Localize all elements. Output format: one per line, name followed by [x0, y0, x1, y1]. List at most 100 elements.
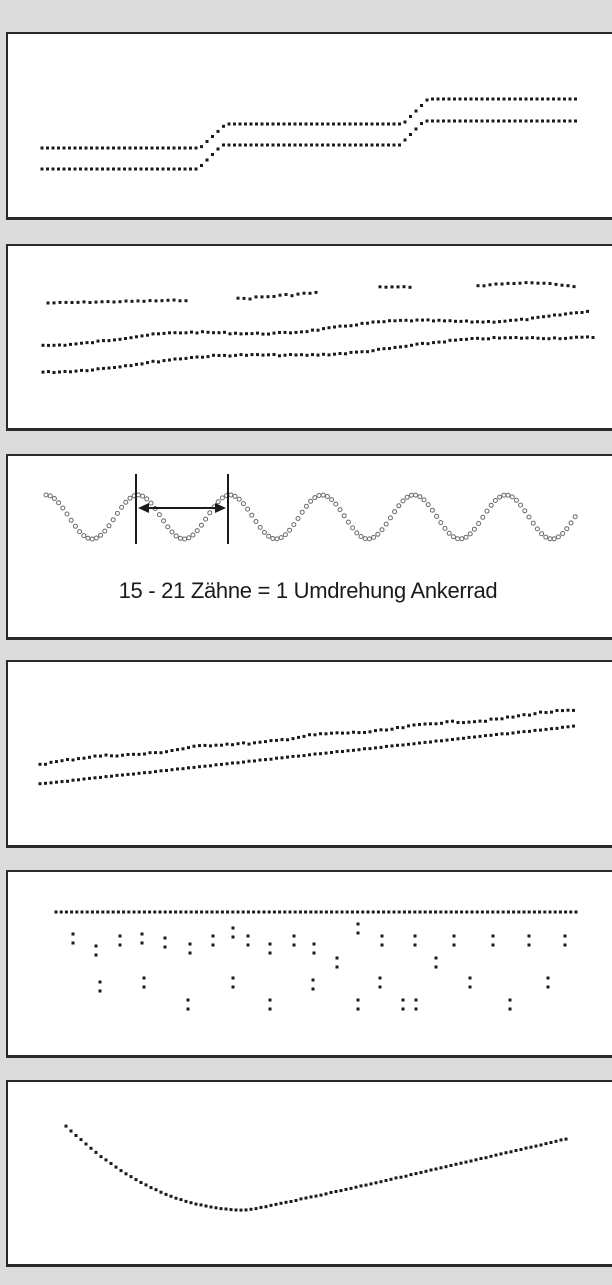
segment-trace-dot — [178, 299, 182, 303]
curve-trace-dot — [119, 1169, 123, 1173]
wavy-trace-dot — [91, 341, 94, 345]
baseline-trace-dot — [184, 910, 188, 914]
baseline-trace-dot — [194, 910, 198, 914]
scatter-mark — [468, 985, 472, 989]
wavy-trace-dot — [135, 335, 138, 339]
lower-trace-dot — [200, 164, 203, 167]
curve-trace-dot — [169, 1194, 173, 1198]
scatter-mark — [268, 951, 272, 955]
baseline-trace-dot — [236, 910, 240, 914]
curve-trace-dot — [369, 1182, 373, 1186]
wavy-trace-dot — [168, 358, 171, 362]
segment-trace-dot — [70, 301, 74, 304]
upper-trace-dot — [233, 122, 236, 126]
wavy-trace-dot — [558, 313, 562, 317]
rising-trace-dot — [77, 778, 80, 782]
sine-trace-dot — [551, 536, 557, 542]
scatter-mark — [231, 926, 235, 930]
upper-trace-dot — [101, 146, 104, 150]
rising-trace-dot — [110, 754, 113, 758]
sine-trace-dot — [47, 493, 53, 499]
segment-trace-dot — [242, 296, 246, 300]
sine-trace-dot — [287, 527, 293, 533]
sine-trace-dot — [400, 498, 406, 504]
rising-trace-dot — [236, 761, 240, 765]
curve-trace-dot — [454, 1162, 458, 1166]
lower-trace-dot — [420, 122, 423, 125]
segment-trace-dot — [46, 301, 50, 305]
wavy-trace-dot — [377, 320, 380, 324]
scatter-mark — [186, 1007, 190, 1011]
rising-trace-dot — [181, 747, 185, 751]
curve-trace-dot — [149, 1186, 153, 1190]
wavy-trace-dot — [465, 337, 468, 341]
lower-trace-dot — [387, 143, 390, 147]
scatter-mark — [401, 1007, 405, 1011]
segment-trace-dot — [512, 282, 516, 285]
curve-trace-dot — [309, 1195, 313, 1199]
sine-trace-dot — [434, 513, 440, 519]
curve-trace-dot — [314, 1194, 318, 1198]
lower-trace-dot — [172, 167, 176, 171]
scatter-mark — [563, 943, 567, 947]
lower-trace-dot — [277, 143, 280, 147]
wavy-trace-dot — [520, 317, 523, 321]
sine-trace-dot — [530, 520, 536, 526]
scatter-mark — [563, 934, 567, 938]
rising-trace-dot — [115, 773, 119, 777]
rising-trace-dot — [341, 731, 344, 735]
rising-trace-dot — [143, 771, 146, 775]
wavy-trace-dot — [300, 330, 303, 334]
wavy-trace-dot — [41, 343, 45, 347]
upper-trace-dot — [139, 146, 143, 150]
rising-trace-dot — [258, 758, 262, 762]
rising-trace-dot — [555, 726, 559, 730]
lower-trace-dot — [508, 119, 511, 123]
curve-trace-dot — [179, 1198, 183, 1202]
scatter-mark — [413, 943, 417, 947]
rising-trace-dot — [440, 739, 443, 743]
rising-trace-dot — [352, 748, 355, 752]
sine-trace-dot — [182, 536, 188, 542]
scatter-mark — [142, 976, 146, 980]
wavy-trace-dot — [465, 319, 468, 323]
rising-trace-dot — [484, 719, 487, 723]
segment-trace-dot — [314, 290, 318, 294]
rising-trace-dot — [572, 724, 575, 728]
rising-trace-dot — [401, 726, 405, 730]
upper-trace-dot — [194, 146, 198, 150]
lower-trace-dot — [475, 119, 478, 123]
baseline-trace-dot — [543, 910, 547, 914]
baseline-trace-dot — [454, 910, 458, 914]
scatter-mark — [71, 941, 75, 945]
scatter-mark — [380, 943, 384, 947]
wavy-trace-dot — [487, 320, 490, 323]
wavy-trace-dot — [470, 337, 474, 340]
wavy-trace-dot — [399, 345, 402, 349]
sine-trace-dot — [303, 503, 309, 509]
rising-trace-dot — [330, 731, 333, 735]
rising-trace-dot — [38, 782, 42, 786]
upper-trace-dot — [238, 122, 242, 126]
wavy-trace-dot — [470, 320, 474, 324]
sine-trace-dot — [455, 536, 461, 542]
segment-trace-dot — [160, 299, 164, 303]
wavy-trace-dot — [140, 334, 144, 338]
wavy-trace-dot — [322, 327, 325, 331]
wavy-trace-dot — [327, 326, 331, 330]
rising-trace-dot — [159, 769, 163, 773]
trace-panel-6 — [6, 1080, 612, 1267]
upper-trace-dot — [414, 109, 418, 113]
lower-trace-dot — [128, 167, 132, 171]
rising-trace-dot — [247, 759, 251, 763]
sine-trace-dot — [408, 492, 414, 498]
wavy-trace-dot — [140, 362, 144, 366]
rising-trace-dot — [159, 751, 163, 755]
wavy-trace-dot — [454, 319, 457, 323]
segment-trace-dot — [302, 291, 306, 295]
baseline-trace-dot — [496, 910, 500, 914]
sine-trace-dot — [534, 526, 540, 532]
lower-trace-dot — [552, 119, 555, 123]
rising-trace-dot — [93, 776, 97, 780]
sine-trace-dot — [102, 528, 108, 534]
